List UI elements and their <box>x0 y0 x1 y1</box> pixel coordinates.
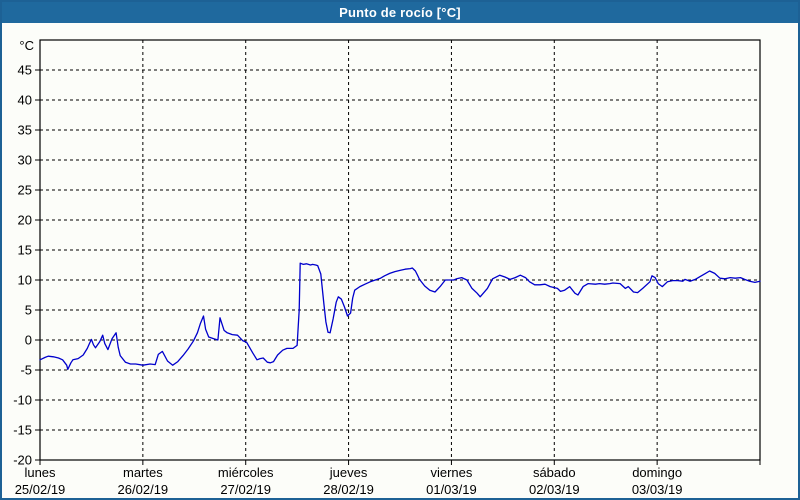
y-axis-unit-label: °C <box>19 38 34 53</box>
x-date-label: 27/02/19 <box>220 482 271 497</box>
y-tick-label: 20 <box>18 213 32 228</box>
y-tick-label: 15 <box>18 243 32 258</box>
y-tick-label: 40 <box>18 93 32 108</box>
y-tick-label: 25 <box>18 183 32 198</box>
x-day-label: miércoles <box>218 465 274 480</box>
y-tick-label: 10 <box>18 273 32 288</box>
y-tick-label: 30 <box>18 153 32 168</box>
y-tick-label: -10 <box>13 393 32 408</box>
x-date-label: 03/03/19 <box>632 482 683 497</box>
y-tick-label: 5 <box>25 303 32 318</box>
x-day-label: viernes <box>430 465 472 480</box>
x-date-label: 01/03/19 <box>426 482 477 497</box>
y-tick-label: 0 <box>25 333 32 348</box>
x-day-label: jueves <box>329 465 368 480</box>
y-tick-label: -15 <box>13 423 32 438</box>
x-date-label: 25/02/19 <box>15 482 66 497</box>
window-title: Punto de rocío [°C] <box>339 5 461 20</box>
y-tick-label: 35 <box>18 123 32 138</box>
x-day-label: domingo <box>632 465 682 480</box>
x-date-label: 26/02/19 <box>118 482 169 497</box>
y-tick-label: -20 <box>13 453 32 468</box>
x-day-label: martes <box>123 465 163 480</box>
x-day-label: sábado <box>533 465 576 480</box>
x-date-label: 28/02/19 <box>323 482 374 497</box>
plot-frame <box>39 39 761 461</box>
x-day-label: lunes <box>24 465 56 480</box>
window-title-bar: Punto de rocío [°C] <box>2 2 798 23</box>
y-tick-label: 45 <box>18 63 32 78</box>
y-tick-label: -5 <box>20 363 32 378</box>
x-date-label: 02/03/19 <box>529 482 580 497</box>
dew-point-series-line <box>39 262 761 371</box>
